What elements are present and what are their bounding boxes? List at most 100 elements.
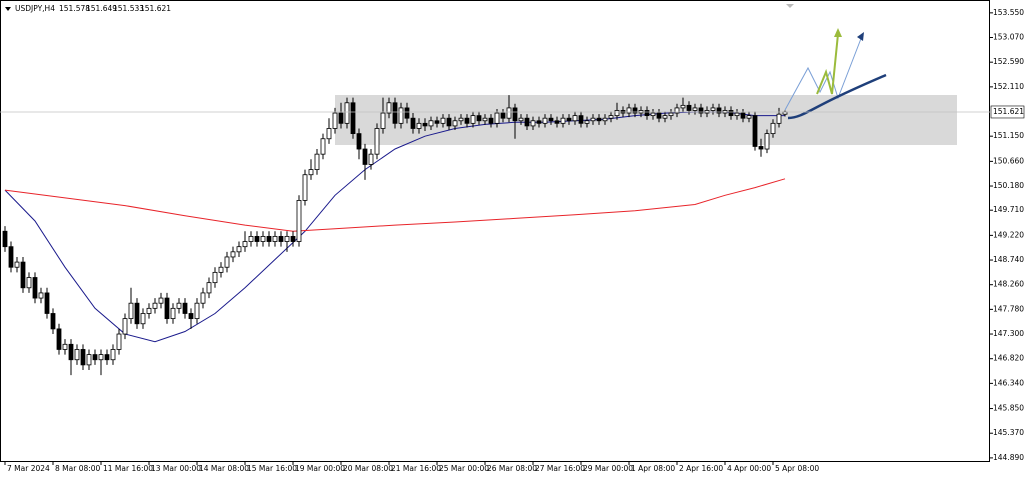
candle-body: [536, 120, 542, 124]
y-tick-label: 150.180: [993, 181, 1024, 190]
candle-body: [212, 271, 218, 284]
candle-body: [716, 107, 722, 114]
x-tick-label: 14 Mar 08:00: [199, 464, 249, 473]
y-tick-label: 144.890: [993, 453, 1024, 462]
candle-body: [578, 115, 584, 124]
candle-body: [434, 120, 440, 124]
projection-path: [784, 35, 863, 111]
candle-body: [632, 107, 638, 114]
x-tick-label: 29 Mar 00:00: [583, 464, 633, 473]
candle-body: [230, 251, 236, 258]
candle-body: [242, 241, 248, 248]
candle-body: [368, 153, 374, 165]
candle-body: [68, 343, 74, 361]
y-tick-label: 153.070: [993, 33, 1024, 42]
x-tick-label: 5 Apr 08:00: [775, 464, 819, 473]
x-tick-label: 27 Mar 16:00: [535, 464, 585, 473]
trend-line: [787, 73, 887, 120]
y-tick-label: 151.150: [993, 131, 1024, 140]
candle-body: [32, 277, 38, 299]
candle-body: [404, 107, 410, 119]
candle-body: [674, 107, 680, 114]
candle-body: [692, 107, 698, 111]
candle-body: [356, 133, 362, 150]
candle-body: [62, 343, 68, 350]
candle-body: [758, 146, 764, 150]
plot-border: [0, 0, 990, 462]
low-value: 151.533: [113, 4, 144, 13]
candle-body: [284, 235, 290, 242]
candle-body: [422, 122, 428, 127]
candle-body: [512, 107, 518, 122]
candle-body: [428, 120, 434, 127]
symbol: USDJPY,H4: [15, 4, 55, 13]
candle-body: [350, 102, 356, 135]
x-tick-label: 21 Mar 16:00: [391, 464, 441, 473]
candle-body: [530, 120, 536, 127]
candle-body: [56, 328, 62, 350]
price-label-box: [990, 105, 1025, 119]
y-tick-label: 153.550: [993, 8, 1024, 17]
moving-average: [4, 178, 786, 232]
candle-body: [506, 107, 512, 119]
candle-body: [140, 313, 146, 325]
candle-body: [38, 292, 44, 299]
candle-body: [92, 354, 98, 361]
candle-body: [608, 115, 614, 119]
candle-body: [770, 122, 776, 135]
candle-body: [680, 104, 686, 109]
candle-body: [50, 313, 56, 330]
candle-body: [236, 246, 242, 253]
candle-body: [416, 122, 422, 129]
x-tick-label: 26 Mar 08:00: [487, 464, 537, 473]
drawings: [784, 28, 887, 120]
candle-body: [410, 117, 416, 129]
x-tick-label: 11 Mar 16:00: [103, 464, 153, 473]
candle-body: [566, 117, 572, 122]
candle-body: [614, 110, 620, 117]
candle-body: [734, 112, 740, 117]
candle-body: [308, 169, 314, 176]
candle-body: [560, 117, 566, 124]
range-box: [335, 95, 957, 145]
candle-body: [20, 261, 26, 289]
candle-body: [518, 117, 524, 122]
candle-body: [596, 117, 602, 122]
candle-body: [182, 302, 188, 314]
candle-body: [542, 117, 548, 124]
candle-body: [326, 128, 332, 140]
candle-body: [98, 354, 104, 361]
candle-body: [278, 235, 284, 242]
y-tick-label: 148.260: [993, 280, 1024, 289]
candle-body: [206, 282, 212, 294]
candle-body: [764, 133, 770, 150]
y-tick-label: 145.370: [993, 428, 1024, 437]
candle-body: [494, 112, 500, 124]
alt-path: [816, 33, 839, 95]
candle-body: [122, 318, 128, 335]
y-tick-label: 149.220: [993, 230, 1024, 239]
candle-body: [500, 112, 506, 119]
price-label: 151.621: [993, 107, 1024, 116]
y-tick-label: 150.660: [993, 156, 1024, 165]
candle-body: [8, 246, 14, 268]
candle-body: [164, 297, 170, 320]
x-tick-label: 15 Mar 16:00: [247, 464, 297, 473]
candle-body: [524, 117, 530, 127]
candle-body: [572, 115, 578, 122]
candle-body: [728, 110, 734, 117]
candle-body: [482, 117, 488, 122]
candle-body: [584, 120, 590, 124]
candle-body: [86, 354, 92, 366]
candle-body: [254, 235, 260, 242]
candle-body: [458, 117, 464, 122]
high-value: 151.649: [86, 4, 117, 13]
candle-body: [320, 138, 326, 155]
candle-body: [710, 107, 716, 111]
candle-body: [488, 117, 494, 124]
candle-body: [452, 120, 458, 127]
candle-body: [260, 235, 266, 242]
candle-body: [740, 112, 746, 119]
header: USDJPY,H4 151.578 151.649 151.533 151.62…: [5, 4, 171, 13]
candle-body: [662, 115, 668, 119]
